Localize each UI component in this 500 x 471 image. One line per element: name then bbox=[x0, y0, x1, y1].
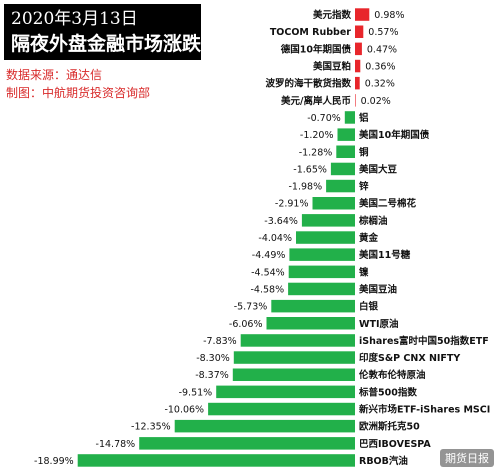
bar-9 bbox=[330, 162, 355, 176]
category-label-11: 美国二号棉花 bbox=[358, 198, 417, 210]
value-label-5: 0.02% bbox=[361, 96, 391, 107]
bar-10 bbox=[326, 179, 355, 193]
category-label-0: 美元指数 bbox=[312, 9, 352, 21]
chart-title: 隔夜外盘金融市场涨跌 bbox=[11, 33, 202, 55]
value-label-1: 0.57% bbox=[368, 27, 398, 38]
bar-7 bbox=[337, 128, 355, 141]
category-label-15: 镍 bbox=[359, 266, 369, 278]
value-label-26: -18.99% bbox=[34, 456, 74, 467]
bar-0 bbox=[355, 8, 370, 21]
bar-17 bbox=[271, 299, 355, 313]
bar-1 bbox=[355, 25, 364, 38]
category-label-9: 美国大豆 bbox=[358, 163, 398, 175]
value-label-25: -14.78% bbox=[96, 439, 136, 450]
value-label-17: -5.73% bbox=[234, 302, 268, 313]
value-label-12: -3.64% bbox=[264, 216, 298, 227]
bar-26 bbox=[77, 454, 355, 467]
value-label-15: -4.54% bbox=[251, 267, 285, 278]
bar-11 bbox=[312, 197, 355, 210]
value-label-16: -4.58% bbox=[250, 285, 284, 296]
bar-22 bbox=[216, 385, 355, 399]
value-label-11: -2.91% bbox=[275, 199, 309, 210]
category-label-7: 美国10年期国债 bbox=[358, 129, 430, 141]
value-label-9: -1.65% bbox=[293, 164, 327, 175]
bars-group bbox=[77, 8, 370, 467]
value-label-14: -4.49% bbox=[252, 250, 286, 261]
category-label-10: 锌 bbox=[359, 181, 369, 193]
category-label-25: 巴西IBOVESPA bbox=[359, 439, 431, 450]
value-label-18: -6.06% bbox=[229, 319, 263, 330]
category-label-1: TOCOM Rubber bbox=[270, 27, 351, 38]
value-label-2: 0.47% bbox=[367, 44, 397, 55]
value-label-4: 0.32% bbox=[365, 79, 395, 90]
category-label-3: 美国豆粕 bbox=[312, 61, 351, 73]
labels-group: 美元指数 0.98% TOCOM Rubber 0.57% 德国10年期国债 0.47% 美… bbox=[34, 9, 490, 467]
value-label-3: 0.36% bbox=[365, 62, 395, 73]
value-label-10: -1.98% bbox=[288, 182, 322, 193]
bar-12 bbox=[301, 214, 355, 227]
category-label-23: 新兴市场ETF-iShares MSCI bbox=[359, 404, 490, 416]
bar-25 bbox=[139, 437, 355, 450]
bar-8 bbox=[336, 145, 355, 158]
category-label-26: RBOB汽油 bbox=[359, 455, 408, 467]
category-label-17: 白银 bbox=[359, 301, 379, 313]
category-label-21: 伦敦布伦特原油 bbox=[359, 369, 426, 381]
bar-20 bbox=[233, 351, 355, 364]
category-label-20: 印度S&P CNX NIFTY bbox=[359, 352, 460, 364]
value-label-21: -8.37% bbox=[195, 370, 229, 381]
bar-13 bbox=[296, 231, 355, 244]
value-label-7: -1.20% bbox=[300, 130, 334, 141]
bar-21 bbox=[232, 368, 355, 381]
value-label-20: -8.30% bbox=[196, 353, 230, 364]
category-label-6: 铝 bbox=[359, 112, 369, 124]
bar-6 bbox=[344, 111, 355, 124]
title-box: 2020年3月13日 隔夜外盘金融市场涨跌 bbox=[4, 4, 201, 60]
category-label-18: WTI原油 bbox=[359, 318, 399, 330]
value-label-22: -9.51% bbox=[179, 387, 213, 398]
category-label-14: 美国11号糖 bbox=[358, 249, 411, 261]
chart-maker-text: 制图：中航期货投资咨询部 bbox=[6, 86, 151, 100]
value-label-13: -4.04% bbox=[258, 233, 292, 244]
watermark: 期货日报 bbox=[440, 449, 494, 467]
data-source-text: 数据来源：通达信 bbox=[6, 68, 103, 82]
category-label-4: 波罗的海干散货指数 bbox=[265, 78, 351, 90]
value-label-6: -0.70% bbox=[307, 113, 341, 124]
category-label-13: 黄金 bbox=[359, 232, 379, 244]
value-label-8: -1.28% bbox=[299, 147, 333, 158]
bar-19 bbox=[240, 334, 355, 347]
value-label-0: 0.98% bbox=[374, 10, 404, 21]
category-label-2: 德国10年期国债 bbox=[281, 43, 352, 55]
bar-3 bbox=[355, 59, 361, 73]
bar-2 bbox=[355, 42, 362, 56]
bar-5 bbox=[355, 94, 356, 107]
category-label-8: 铜 bbox=[359, 146, 369, 158]
category-label-22: 标普500指数 bbox=[358, 386, 417, 398]
category-label-5: 美元/离岸人民币 bbox=[280, 95, 351, 107]
chart-date: 2020年3月13日 bbox=[11, 9, 138, 29]
category-label-19: iShares富时中国50指数ETF bbox=[359, 335, 489, 347]
bar-14 bbox=[289, 248, 355, 261]
bar-24 bbox=[174, 419, 355, 433]
bar-4 bbox=[355, 76, 360, 90]
value-label-24: -12.35% bbox=[131, 422, 171, 433]
category-label-24: 欧洲斯托克50 bbox=[359, 421, 420, 433]
bar-18 bbox=[266, 317, 355, 330]
bar-15 bbox=[288, 265, 355, 279]
value-label-23: -10.06% bbox=[164, 405, 204, 416]
category-label-16: 美国豆油 bbox=[358, 284, 397, 296]
bar-16 bbox=[288, 282, 355, 296]
bar-23 bbox=[208, 402, 355, 416]
value-label-19: -7.83% bbox=[203, 336, 237, 347]
category-label-12: 棕榈油 bbox=[358, 215, 388, 227]
